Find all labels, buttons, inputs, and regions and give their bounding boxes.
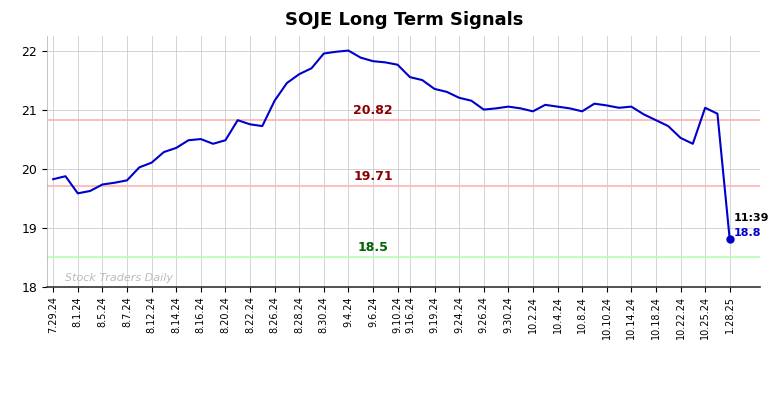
- Text: 11:39: 11:39: [733, 213, 769, 223]
- Text: Stock Traders Daily: Stock Traders Daily: [66, 273, 173, 283]
- Text: 19.71: 19.71: [354, 170, 393, 183]
- Point: [724, 236, 736, 242]
- Text: 18.5: 18.5: [358, 241, 388, 254]
- Text: 20.82: 20.82: [354, 104, 393, 117]
- Text: 18.8: 18.8: [733, 228, 761, 238]
- Title: SOJE Long Term Signals: SOJE Long Term Signals: [285, 11, 523, 29]
